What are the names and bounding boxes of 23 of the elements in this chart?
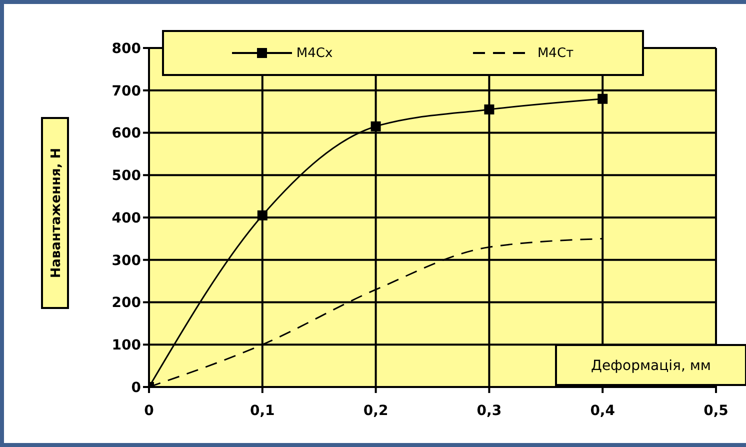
y-tick-label: 800: [112, 40, 142, 57]
legend-label: М4Сх: [296, 46, 333, 60]
y-axis-title: Навантаження, Н: [49, 148, 64, 278]
x-tick-label: 0,2: [363, 402, 388, 419]
x-tick-label: 0,4: [590, 402, 616, 419]
point: [598, 94, 608, 104]
y-tick-label: 100: [112, 338, 142, 354]
y-tick-label: 700: [112, 83, 142, 100]
y-tick-label: 0: [131, 380, 142, 396]
x-tick-label: 0,3: [476, 402, 502, 419]
y-tick-label: 200: [112, 295, 142, 312]
x-tick-label: 0,1: [250, 402, 275, 419]
y-tick-label: 400: [112, 210, 142, 226]
x-tick-label: 0,5: [704, 402, 728, 419]
point: [257, 210, 268, 220]
y-tick-label: 600: [112, 126, 142, 142]
x-tick-label: 0: [144, 402, 154, 419]
x-axis-title: Деформація, мм: [591, 358, 711, 374]
legend-label: М4Ст: [537, 46, 574, 60]
y-tick-label: 500: [112, 168, 142, 184]
point: [370, 121, 381, 132]
y-tick-label: 300: [112, 252, 142, 269]
point: [484, 104, 494, 114]
